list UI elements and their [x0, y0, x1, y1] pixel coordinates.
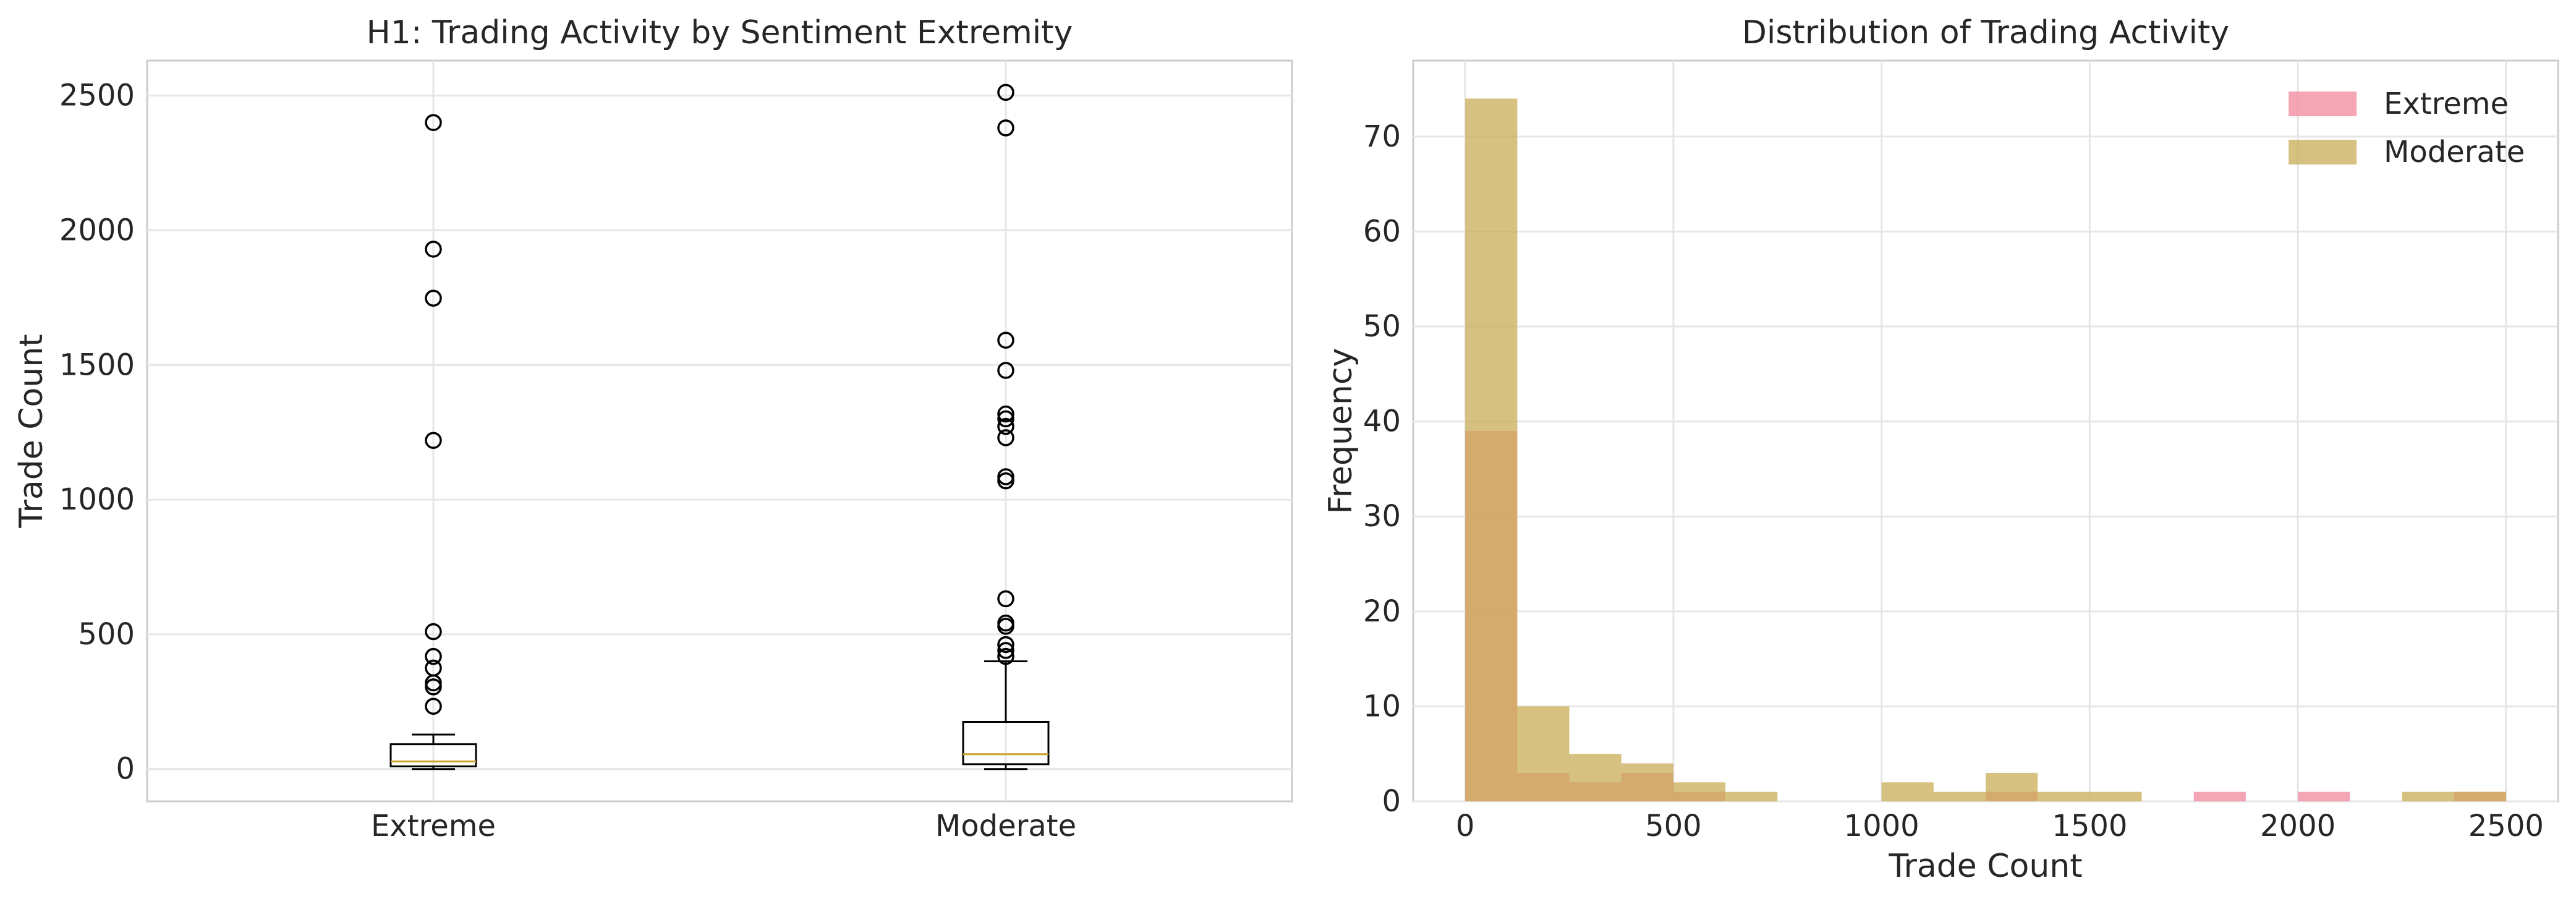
box-outlier-point	[997, 83, 1014, 101]
box-outlier-point	[997, 468, 1014, 485]
boxplot-grid	[147, 61, 1292, 801]
box-outlier-point	[997, 636, 1014, 654]
histogram-y-tick-label: 30	[1363, 499, 1401, 534]
boxplot-y-tick-label: 2500	[59, 79, 135, 113]
box-outlier-point	[425, 432, 442, 449]
histogram-x-tick-label: 1000	[1844, 809, 1919, 843]
boxplot-x-ticks: Extreme Moderate	[371, 809, 1076, 843]
histogram-panel: 0 10 20 30 40 50 60 70 0 500 1000 1500 2000 2500 Dis…	[1322, 14, 2559, 885]
histogram-bar	[1933, 791, 1986, 801]
histogram-y-tick-label: 50	[1363, 309, 1401, 344]
box-body	[962, 720, 1050, 765]
boxplot-plot-area	[146, 59, 1293, 803]
histogram-y-tick-label: 0	[1382, 784, 1401, 819]
histogram-x-ticks: 0 500 1000 1500 2000 2500	[1456, 809, 2544, 843]
histogram-bar	[1621, 763, 1673, 801]
box-outlier-point	[997, 429, 1014, 446]
histogram-y-tick-label: 20	[1363, 594, 1401, 629]
box-outlier-point	[997, 362, 1014, 379]
box-outlier-point	[997, 119, 1014, 137]
boxplot-y-tick-label: 500	[78, 617, 135, 652]
histogram-y-axis-label: Frequency	[1322, 348, 1359, 514]
box-outlier-point	[997, 405, 1014, 423]
histogram-x-tick-label: 1500	[2052, 809, 2127, 843]
histogram-x-axis-label: Trade Count	[1888, 848, 2082, 885]
histogram-y-tick-label: 70	[1363, 119, 1401, 154]
legend-swatch-extreme	[2289, 92, 2357, 116]
boxplot-y-axis-label: Trade Count	[13, 334, 50, 528]
box-outlier-point	[997, 614, 1014, 632]
histogram-bar	[2193, 791, 2246, 801]
boxplot-y-ticks: 0 500 1000 1500 2000 2500	[59, 79, 135, 787]
box-outlier-point	[425, 647, 442, 665]
histogram-y-ticks: 0 10 20 30 40 50 60 70	[1363, 119, 1401, 819]
box-outlier-point	[997, 331, 1014, 349]
boxplot-marks	[389, 83, 1050, 770]
histogram-x-tick-label: 2000	[2260, 809, 2336, 843]
box-outlier-point	[425, 241, 442, 258]
box-outlier-point	[997, 417, 1014, 435]
histogram-bar	[1517, 706, 1570, 801]
histogram-bars	[1465, 98, 2506, 801]
box-outlier-point	[425, 697, 442, 715]
box-body	[389, 743, 477, 767]
histogram-bar	[1673, 782, 1726, 801]
box-outlier-point	[997, 410, 1014, 428]
legend-label-extreme: Extreme	[2384, 87, 2509, 121]
legend-swatch-moderate	[2289, 140, 2357, 164]
box-outlier-point	[425, 659, 442, 677]
boxplot-x-tick-label: Extreme	[371, 809, 496, 843]
histogram-x-tick-label: 500	[1645, 809, 1702, 843]
histogram-y-tick-label: 60	[1363, 214, 1401, 249]
histogram-bar	[1465, 98, 1518, 801]
boxplot-x-tick-label: Moderate	[935, 809, 1076, 843]
box-extreme	[389, 114, 477, 770]
box-outlier-point	[997, 590, 1014, 608]
legend-label-moderate: Moderate	[2384, 135, 2525, 169]
histogram-legend: Extreme Moderate	[2289, 87, 2525, 169]
boxplot-y-tick-label: 0	[116, 752, 135, 787]
boxplot-title: H1: Trading Activity by Sentiment Extrem…	[367, 14, 1073, 51]
boxplot-y-tick-label: 1000	[59, 482, 135, 517]
box-outlier-point	[997, 647, 1014, 665]
histogram-bar	[1986, 772, 2038, 801]
histogram-bar	[2298, 791, 2350, 801]
histogram-bar	[1569, 754, 1622, 801]
histogram-x-tick-label: 0	[1456, 809, 1475, 843]
histogram-bar	[2038, 791, 2090, 801]
boxplot-y-tick-label: 1500	[59, 348, 135, 382]
box-outlier-point	[425, 623, 442, 641]
histogram-bar	[1881, 782, 1934, 801]
boxplot-y-tick-label: 2000	[59, 213, 135, 247]
histogram-x-tick-label: 2500	[2468, 809, 2544, 843]
histogram-bar	[2089, 791, 2142, 801]
histogram-y-tick-label: 40	[1363, 404, 1401, 439]
histogram-y-tick-label: 10	[1363, 689, 1401, 723]
histogram-series-moderate	[1465, 98, 2506, 801]
box-moderate	[962, 83, 1050, 770]
histogram-plot-area	[1412, 59, 2559, 803]
histogram-bar	[2402, 791, 2454, 801]
box-outlier-point	[425, 289, 442, 307]
box-outlier-point	[425, 114, 442, 131]
histogram-bar	[1725, 791, 1778, 801]
box-outlier-point	[997, 642, 1014, 659]
histogram-bar	[2454, 791, 2506, 801]
boxplot-panel: 0 500 1000 1500 2000 2500 Extreme Moderate H1:…	[13, 14, 1293, 843]
histogram-title: Distribution of Trading Activity	[1742, 14, 2229, 51]
